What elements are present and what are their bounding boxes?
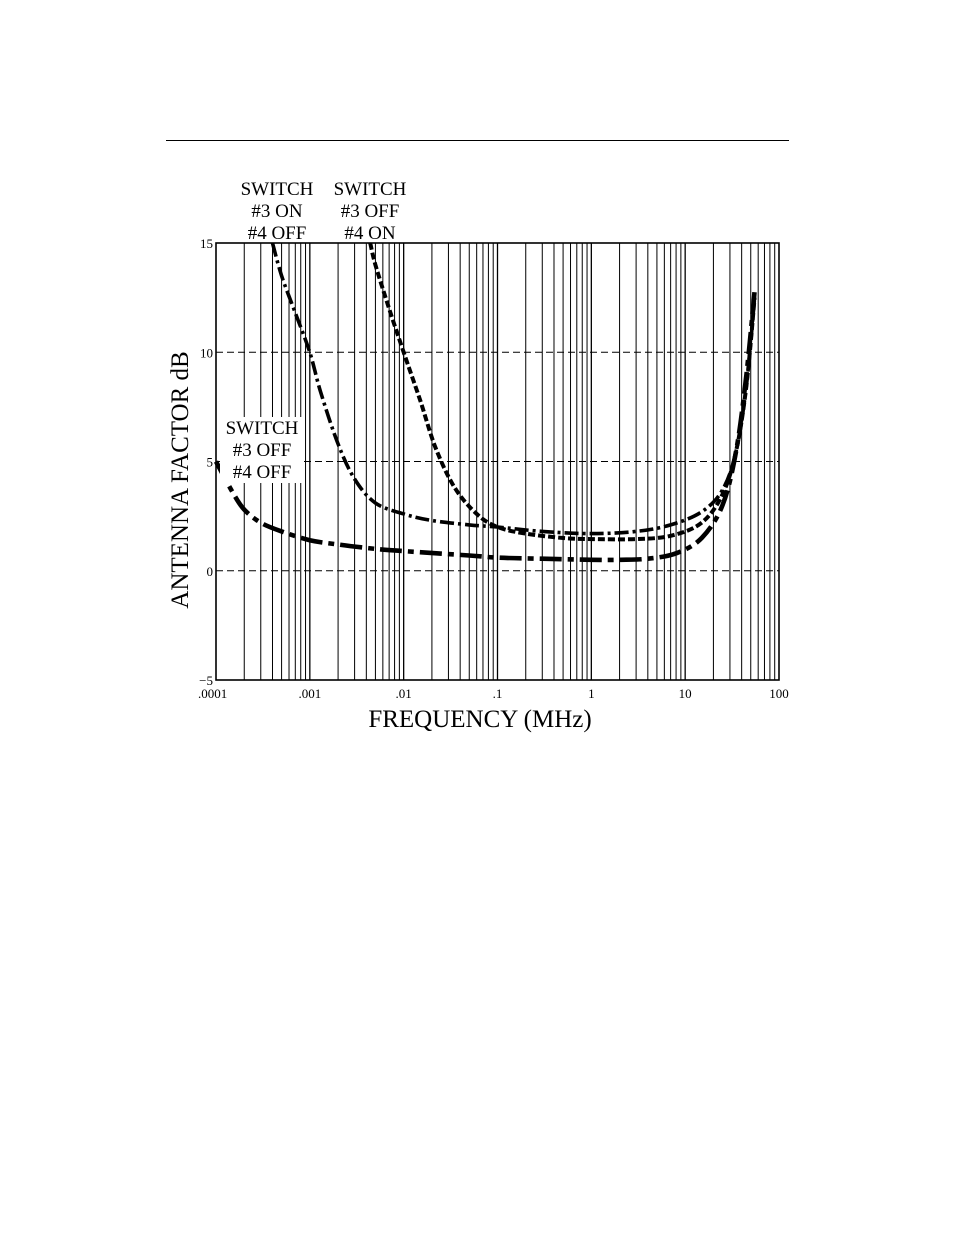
series-line-3 (213, 290, 757, 563)
annotation-switch-3-off-4-off: SWITCH#3 OFF#4 OFF (220, 417, 304, 483)
y-axis-title: ANTENNA FACTOR dB (167, 351, 194, 608)
y-tick-label: 0 (207, 564, 214, 579)
x-tick-label: .001 (298, 686, 321, 701)
annotation-line: #3 OFF (233, 440, 292, 461)
x-axis-title: FREQUENCY (MHz) (368, 706, 591, 733)
chart-grid (216, 243, 779, 680)
x-tick-label: .0001 (198, 686, 227, 701)
annotation-line: #3 OFF (341, 201, 400, 222)
annotation-line: #4 OFF (233, 462, 292, 483)
annotation-switch-3-on-4-off: SWITCH#3 ON#4 OFF (241, 179, 314, 244)
annotation-switch-3-off-4-on: SWITCH#3 OFF#4 ON (334, 179, 407, 244)
x-tick-labels: .0001 .001 .01 .1 1 10 100 (198, 686, 789, 701)
series-line-1 (270, 242, 757, 536)
annotation-line: SWITCH (241, 179, 314, 200)
chart-curves (213, 242, 757, 563)
x-tick-label: 100 (769, 686, 789, 701)
series-line-2 (368, 242, 757, 542)
annotation-line: #3 ON (251, 201, 302, 222)
y-tick-label: −5 (199, 673, 213, 688)
y-tick-label: 10 (200, 345, 213, 360)
header-rule (166, 140, 789, 141)
x-tick-label: 1 (588, 686, 595, 701)
annotation-line: #4 ON (344, 223, 395, 244)
annotation-backdrop (220, 417, 304, 483)
plot-frame (215, 242, 780, 681)
y-tick-labels: 15 10 5 0 −5 (199, 236, 213, 688)
annotation-line: SWITCH (226, 418, 299, 439)
y-tick-label: 15 (200, 236, 213, 251)
annotation-line: SWITCH (334, 179, 407, 200)
y-tick-label: 5 (207, 455, 214, 470)
x-tick-label: .01 (396, 686, 412, 701)
annotation-line: #4 OFF (248, 223, 307, 244)
x-tick-label: .1 (493, 686, 503, 701)
x-tick-label: 10 (679, 686, 692, 701)
